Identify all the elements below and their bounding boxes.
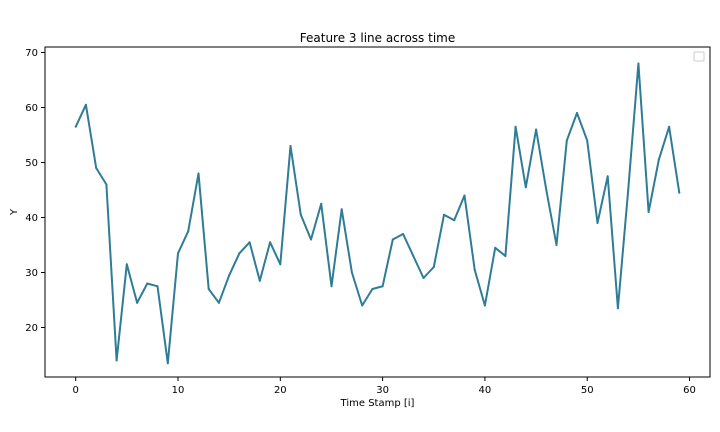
chart-title: Feature 3 line across time — [300, 31, 455, 45]
data-point — [177, 252, 179, 255]
data-point — [330, 285, 333, 288]
data-point — [166, 362, 169, 365]
y-tick-label: 40 — [25, 213, 38, 224]
data-point — [310, 238, 312, 241]
data-point — [616, 307, 619, 310]
x-tick-label: 20 — [274, 385, 287, 396]
data-point — [596, 222, 599, 224]
y-tick-label: 50 — [25, 158, 38, 169]
data-point — [105, 183, 108, 186]
data-point — [238, 252, 241, 255]
legend-box — [693, 51, 705, 62]
data-point — [443, 213, 445, 216]
data-point — [340, 208, 343, 211]
data-point — [146, 282, 149, 285]
data-point — [84, 103, 87, 106]
data-point — [217, 301, 220, 304]
data-point — [453, 219, 456, 222]
axis-ticks: 0 10 20 30 40 50 60 20 30 40 50 60 70 — [25, 48, 696, 396]
data-point — [156, 285, 159, 288]
data-point — [299, 213, 302, 216]
data-point — [248, 241, 251, 244]
data-point — [125, 263, 128, 266]
y-tick-label: 30 — [25, 268, 38, 279]
data-point — [95, 167, 98, 169]
data-point — [187, 230, 190, 233]
x-tick-label: 0 — [73, 385, 79, 396]
plot-area — [44, 46, 711, 378]
data-point — [504, 255, 507, 257]
data-point — [535, 128, 538, 131]
x-tick-label: 10 — [172, 385, 185, 396]
y-axis-title: Y — [9, 208, 20, 216]
data-point — [361, 304, 364, 307]
series-line — [74, 62, 681, 365]
data-point — [606, 175, 609, 178]
data-point — [402, 233, 405, 235]
data-point — [207, 288, 210, 290]
data-point — [647, 211, 650, 213]
data-point — [136, 301, 139, 304]
y-tick-label: 70 — [25, 48, 38, 59]
data-point — [514, 125, 517, 128]
data-points — [74, 62, 681, 365]
data-point — [637, 62, 640, 65]
data-point — [350, 271, 353, 274]
data-point — [463, 194, 466, 197]
data-point — [269, 241, 272, 244]
data-point — [371, 288, 374, 290]
data-point — [391, 238, 394, 241]
y-tick-label: 20 — [25, 323, 38, 334]
data-point — [576, 112, 578, 114]
data-point — [586, 139, 589, 142]
data-point — [494, 246, 497, 249]
data-point — [473, 268, 476, 271]
data-point — [422, 277, 425, 279]
y-tick-label: 60 — [25, 103, 38, 114]
data-point — [412, 255, 415, 257]
x-tick-label: 60 — [683, 385, 696, 396]
x-axis-title: Time Stamp [i] — [340, 398, 415, 409]
data-point — [657, 158, 660, 161]
data-point — [668, 125, 671, 128]
data-point — [678, 191, 681, 194]
data-point — [565, 139, 568, 142]
data-point — [320, 202, 323, 205]
data-point — [197, 172, 200, 175]
data-point — [555, 244, 558, 246]
data-point — [279, 263, 282, 266]
data-point — [74, 125, 77, 128]
data-point — [545, 189, 548, 191]
data-point — [115, 359, 118, 362]
x-tick-label: 50 — [581, 385, 594, 396]
data-point — [289, 145, 292, 147]
data-point — [381, 285, 384, 288]
data-point — [627, 189, 630, 191]
x-tick-label: 30 — [376, 385, 389, 396]
data-point — [524, 186, 527, 189]
data-point — [432, 266, 435, 268]
data-point — [258, 279, 261, 282]
data-point — [483, 304, 486, 307]
data-point — [228, 274, 231, 277]
x-tick-label: 40 — [479, 385, 492, 396]
